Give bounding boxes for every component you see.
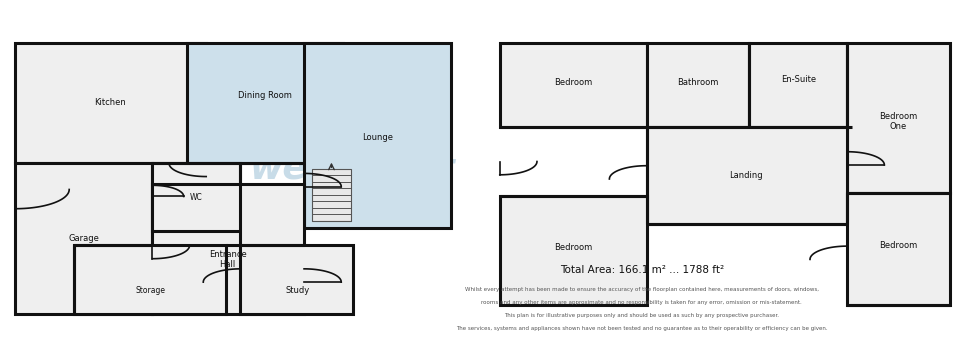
Bar [74,245,225,313]
Text: The services, systems and appliances shown have not been tested and no guarantee: The services, systems and appliances sho… [456,326,827,331]
Bar [152,163,240,231]
Bar [152,184,304,313]
Text: Landing: Landing [729,171,763,180]
Bar [186,43,343,163]
Text: En-Suite: En-Suite [781,75,815,84]
Text: Bedroom: Bedroom [879,241,917,250]
Text: Entrance
Hall: Entrance Hall [209,250,247,269]
Text: WC: WC [190,193,203,202]
Text: Dining Room: Dining Room [238,91,292,100]
Text: Storage: Storage [135,286,166,296]
Bar [304,43,451,228]
Bar [240,245,353,313]
Text: Total Area: 166.1 m² ... 1788 ft²: Total Area: 166.1 m² ... 1788 ft² [560,265,724,275]
Text: Bedroom
One: Bedroom One [879,112,917,131]
Bar [750,43,847,127]
Text: Study: Study [285,286,310,296]
Text: P R O P E R T I E S: P R O P E R T I E S [290,197,416,210]
Bar [847,193,950,305]
Bar [500,197,647,305]
Bar [500,43,647,127]
Text: Bedroom: Bedroom [554,243,592,252]
Bar [312,168,351,221]
Text: Whilst every attempt has been made to ensure the accuracy of the floorplan conta: Whilst every attempt has been made to en… [465,287,818,292]
Text: westcoast: westcoast [250,152,456,186]
Text: rooms and any other items are approximate and no responsibility is taken for any: rooms and any other items are approximat… [481,300,802,305]
Bar [16,163,152,313]
Text: Bedroom: Bedroom [554,78,592,87]
Bar [847,43,950,193]
Bar [647,43,750,127]
Text: Garage: Garage [69,234,99,243]
Text: Kitchen: Kitchen [94,98,126,107]
Bar [16,43,206,163]
Bar [647,127,847,224]
Text: This plan is for illustrative purposes only and should be used as such by any pr: This plan is for illustrative purposes o… [504,313,779,318]
Text: Lounge: Lounge [362,133,393,141]
Text: Bathroom: Bathroom [677,78,718,87]
